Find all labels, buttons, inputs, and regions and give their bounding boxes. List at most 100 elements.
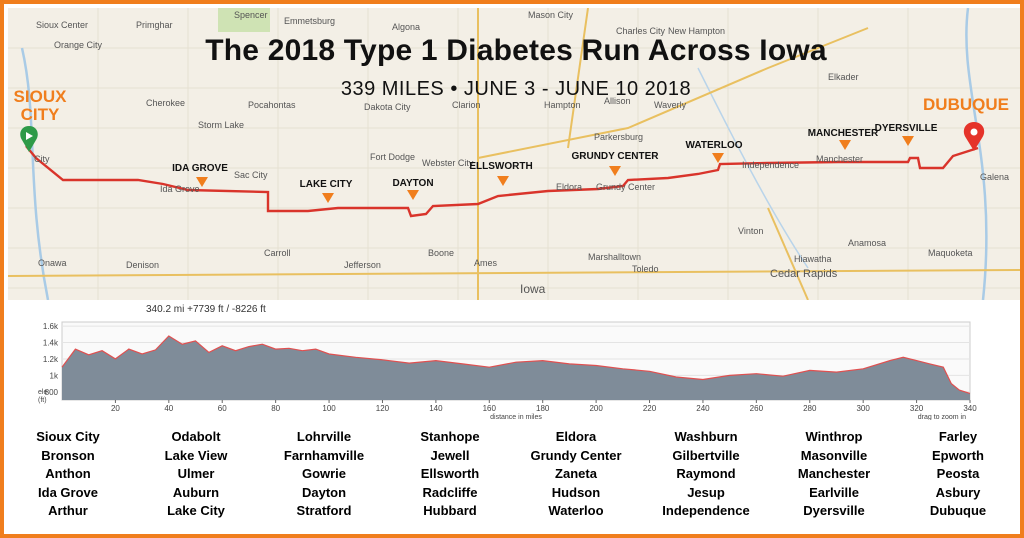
y-axis-unit: (ft) <box>38 397 47 404</box>
x-tick-label: 320 <box>910 404 924 413</box>
end-pin[interactable] <box>963 122 985 151</box>
x-tick-label: 260 <box>750 404 764 413</box>
town-column: Lohrville Farnhamville Gowrie Dayton Stratfo… <box>264 428 384 521</box>
map-town: Manchester <box>816 154 864 164</box>
town-name: Jesup <box>687 484 725 500</box>
town-list: Sioux City Bronson Anthon Ida Grove Arthur Od… <box>8 428 1020 534</box>
town-name: Stanhope <box>420 429 480 444</box>
town-name: Waterloo <box>548 503 604 518</box>
town-name: Ida Grove <box>38 484 98 500</box>
end-city-label: DUBUQUE <box>923 95 1009 114</box>
x-tick-label: 240 <box>696 404 710 413</box>
cedar-river <box>697 67 809 269</box>
town-name: Gilbertville <box>672 447 740 463</box>
town-column: Winthrop Masonville Manchester Earlville Dye… <box>774 428 894 521</box>
town-name: Asbury <box>935 484 981 500</box>
map-town: Onawa <box>38 258 67 268</box>
x-tick-label: 20 <box>111 404 120 413</box>
town-name: Independence <box>662 503 750 518</box>
stop-label-grundy-center: GRUNDY CENTER <box>571 151 659 162</box>
map-town: Hampton <box>544 100 581 110</box>
x-axis-label: distance in miles <box>490 414 542 420</box>
town-name: Washburn <box>674 429 738 444</box>
stop-label-dayton: DAYTON <box>392 178 434 189</box>
town-name: Lake City <box>167 503 225 518</box>
profile-stats: 340.2 mi +7739 ft / -8226 ft <box>146 304 266 315</box>
map-town: Vinton <box>738 226 764 236</box>
start-pin[interactable] <box>20 126 38 152</box>
map-town: Ames <box>474 258 498 268</box>
town-name: Farnhamville <box>283 447 365 463</box>
town-column: Washburn Gilbertville Raymond Jesup Independ… <box>646 428 766 521</box>
town-name: Lake View <box>164 447 228 463</box>
stop-label-lake-city: LAKE CITY <box>299 179 353 190</box>
elevation-profile[interactable]: 340.2 mi +7739 ft / -8226 ft 1.6k 1.4k 1.2… <box>8 300 1020 421</box>
map-town: Webster City <box>422 158 474 168</box>
town-name: Farley <box>938 429 978 444</box>
town-name: Eldora <box>555 429 597 444</box>
town-name: Masonville <box>800 447 868 463</box>
stop-label-manchester: MANCHESTER <box>807 128 879 139</box>
map-town: Marshalltown <box>588 252 642 262</box>
zoom-hint: drag to zoom in <box>918 414 966 420</box>
map-town: City <box>34 154 50 164</box>
map-town: Ida Grove <box>160 184 200 194</box>
highways <box>8 8 1020 300</box>
x-tick-label: 180 <box>536 404 550 413</box>
town-name: Odabolt <box>171 429 221 444</box>
town-name: Epworth <box>932 447 984 463</box>
county-grid <box>8 8 1020 300</box>
elevation-line <box>61 335 971 394</box>
town-name: Hudson <box>551 484 601 500</box>
map-town: Carroll <box>264 248 291 258</box>
town-name: Dyersville <box>803 503 865 518</box>
map-town: Boone <box>428 248 455 258</box>
map-town: Fort Dodge <box>370 152 416 162</box>
start-city-label: SIOUX CITY <box>13 87 67 124</box>
town-name: Earlville <box>809 484 859 500</box>
stop-label-ida-grove: IDA GROVE <box>172 163 228 174</box>
map-town: Emmetsburg <box>284 16 336 26</box>
map-town: Clarion <box>452 100 481 110</box>
map-town: Spencer <box>234 10 268 20</box>
map-town: Denison <box>126 260 160 270</box>
town-column: Stanhope Jewell Ellsworth Radcliffe Hubbard <box>390 428 510 521</box>
map-town: Orange City <box>54 40 103 50</box>
map-town: Elkader <box>828 72 859 82</box>
stop-markers <box>196 136 914 203</box>
missouri-river <box>20 47 50 300</box>
stop-label-dyersville: DYERSVILLE <box>874 123 938 134</box>
town-name: Gowrie <box>301 466 347 481</box>
town-name: Arthur <box>48 503 88 518</box>
map-town: Anamosa <box>848 238 887 248</box>
town-name: Winthrop <box>805 429 863 444</box>
map-town: Grundy Center <box>596 182 656 192</box>
town-name: Raymond <box>676 466 736 481</box>
town-name: Grundy Center <box>530 447 622 463</box>
town-name: Dubuque <box>929 503 987 518</box>
route-map[interactable]: Sioux Center Primghar Spencer Emmetsburg… <box>8 8 1020 300</box>
map-town: Jefferson <box>344 260 381 270</box>
town-name: Bronson <box>41 447 95 463</box>
x-tick-label: 40 <box>164 404 173 413</box>
map-town: Hiawatha <box>794 254 832 264</box>
x-tick-label: 200 <box>589 404 603 413</box>
town-name: Peosta <box>936 466 980 481</box>
town-name: Dayton <box>301 484 347 500</box>
map-town: Eldora <box>556 182 583 192</box>
map-town: Independence <box>742 160 800 170</box>
town-name: Hubbard <box>423 503 477 518</box>
y-tick-label: 1.2k <box>43 355 59 364</box>
elevation-area <box>62 336 970 400</box>
town-name: Ulmer <box>177 466 215 481</box>
town-name: Manchester <box>797 466 871 481</box>
map-town: Iowa <box>520 282 546 296</box>
map-town: Sac City <box>234 170 268 180</box>
stop-label-ellsworth: ELLSWORTH <box>469 161 533 172</box>
x-tick-label: 220 <box>643 404 657 413</box>
map-town: Charles City <box>616 26 666 36</box>
town-name: Ellsworth <box>420 466 480 481</box>
map-town: Pocahontas <box>248 100 296 110</box>
